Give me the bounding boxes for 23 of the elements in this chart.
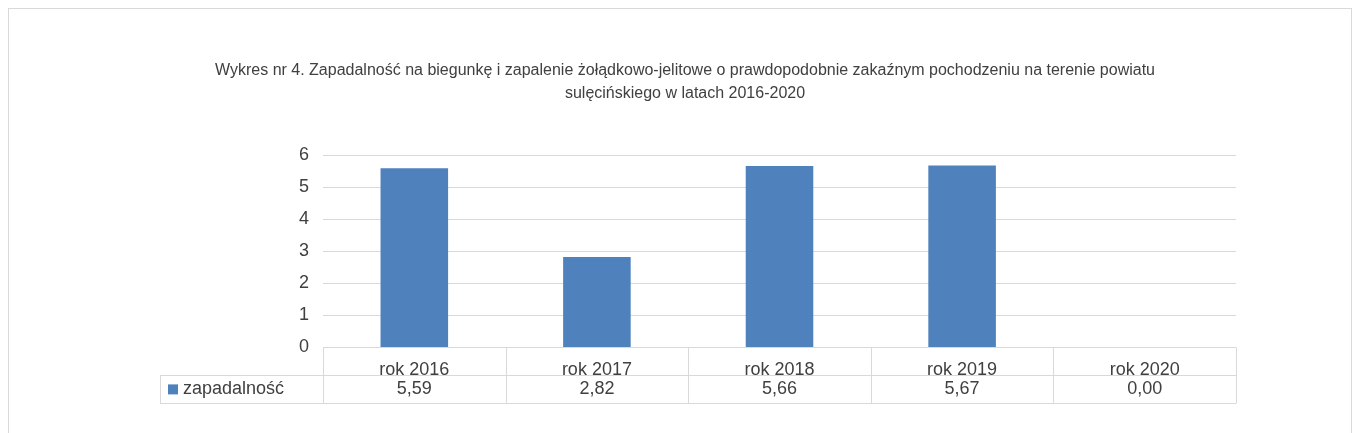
bar xyxy=(745,165,814,347)
data-label: 5,66 xyxy=(761,378,798,399)
legend-label: zapadalność xyxy=(183,378,285,399)
chart-title: Wykres nr 4. Zapadalność na biegunkę i zapalenie żołądkowo-jelitowe o prawdopodobnie zakaźnym pochodzeniu na terenie powiatu sulęcińskiego w latach 2016-2020 xyxy=(215,60,1155,103)
x-tick-label: rok 2019 xyxy=(927,359,998,380)
bar xyxy=(563,256,631,347)
bar xyxy=(380,168,449,347)
x-tick-label: rok 2016 xyxy=(379,359,450,380)
x-tick-label: rok 2020 xyxy=(1109,359,1180,380)
x-tick-label: rok 2018 xyxy=(744,359,815,380)
y-tick-label: 4 xyxy=(299,208,310,229)
data-label: 2,82 xyxy=(579,378,615,399)
y-tick-label: 5 xyxy=(299,176,310,197)
y-tick-label: 1 xyxy=(299,304,310,325)
x-tick-label: rok 2017 xyxy=(561,359,632,380)
y-tick-label: 0 xyxy=(299,336,310,357)
y-tick-label: 2 xyxy=(299,272,310,293)
y-tick-label: 3 xyxy=(299,240,310,261)
data-label: 5,59 xyxy=(396,378,432,399)
data-label: 0,00 xyxy=(1127,378,1163,399)
data-label: 5,67 xyxy=(944,378,980,399)
y-tick-label: 6 xyxy=(299,143,310,164)
bar xyxy=(928,165,996,347)
